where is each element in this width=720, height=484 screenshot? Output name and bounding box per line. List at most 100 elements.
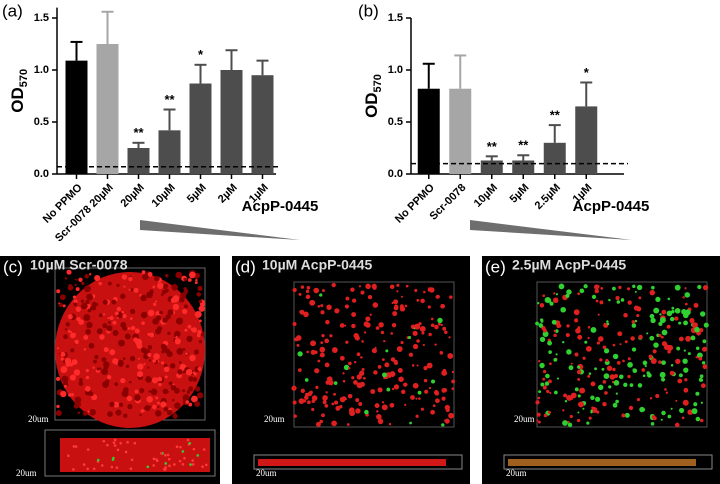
- cell: [86, 321, 93, 329]
- cell: [187, 324, 192, 329]
- cell: [194, 400, 201, 407]
- cell: [182, 348, 186, 351]
- cell: [603, 373, 610, 380]
- cell: [365, 316, 371, 322]
- cell: [161, 350, 165, 354]
- cell: [649, 289, 656, 296]
- cell: [647, 373, 652, 378]
- cell: [650, 422, 655, 426]
- cell: [372, 302, 379, 308]
- y-axis-label: OD570: [362, 74, 383, 118]
- cell: [627, 374, 631, 379]
- cell: [56, 404, 60, 409]
- cell: [539, 336, 546, 343]
- x-tick-label: 2µM: [216, 182, 240, 206]
- cell: [412, 343, 419, 350]
- cell: [632, 284, 636, 288]
- cell: [74, 396, 82, 404]
- cell: [164, 375, 168, 379]
- cell: [345, 296, 350, 301]
- cell: [192, 447, 196, 451]
- cell: [390, 332, 394, 335]
- cell: [666, 324, 671, 329]
- cell: [590, 326, 597, 333]
- cell: [370, 389, 376, 394]
- cell: [353, 360, 357, 364]
- cell: [415, 414, 419, 418]
- cell: [175, 445, 179, 449]
- cell: [111, 458, 115, 461]
- cell: [609, 374, 616, 380]
- cell: [369, 313, 372, 316]
- cell: [671, 309, 675, 314]
- cell: [155, 396, 159, 400]
- cell: [451, 370, 454, 374]
- cell: [590, 381, 596, 387]
- cell: [106, 374, 112, 380]
- cell: [405, 284, 409, 288]
- cell: [697, 284, 702, 290]
- cell: [86, 467, 90, 471]
- cell: [79, 378, 83, 382]
- cell: [587, 336, 590, 340]
- cell: [167, 309, 174, 316]
- cell: [423, 290, 426, 294]
- cell: [631, 320, 636, 324]
- cell: [157, 401, 160, 405]
- cell: [147, 272, 153, 277]
- cell: [414, 288, 418, 293]
- cell: [163, 406, 169, 412]
- cell: [596, 341, 601, 345]
- cell: [432, 404, 436, 408]
- cell: [78, 319, 84, 325]
- cell: [72, 295, 77, 299]
- cell: [113, 438, 117, 442]
- cell: [422, 343, 425, 347]
- cell: [172, 303, 180, 311]
- significance-label: *: [198, 47, 204, 62]
- cell: [115, 409, 122, 416]
- cell: [194, 349, 199, 355]
- cell: [189, 463, 192, 466]
- cell: [442, 326, 447, 331]
- cell: [170, 363, 176, 369]
- cell: [92, 366, 95, 369]
- cell: [188, 402, 193, 407]
- cell: [60, 366, 68, 373]
- cell: [159, 310, 163, 315]
- cell: [649, 313, 655, 319]
- cell: [683, 349, 686, 352]
- cell: [118, 402, 124, 407]
- cell: [339, 323, 345, 328]
- cell: [110, 465, 114, 469]
- cell: [146, 465, 150, 469]
- cell: [612, 402, 618, 408]
- cell: [606, 320, 609, 323]
- cell: [547, 340, 552, 346]
- cell: [664, 388, 667, 391]
- cell: [191, 463, 195, 466]
- cell: [305, 289, 310, 294]
- cell: [598, 384, 604, 391]
- cell: [678, 336, 684, 342]
- cell: [103, 364, 109, 370]
- cell: [419, 325, 426, 332]
- cell: [358, 285, 362, 288]
- cell: [653, 307, 660, 314]
- cell: [397, 368, 403, 374]
- cell: [567, 422, 573, 428]
- cell: [128, 279, 131, 282]
- cell: [70, 392, 75, 397]
- cell: [588, 372, 592, 375]
- cell: [109, 401, 115, 408]
- cell: [348, 361, 352, 366]
- cell: [420, 298, 425, 304]
- cell: [451, 379, 456, 384]
- cell: [183, 277, 187, 282]
- cell: [321, 413, 325, 418]
- cell: [172, 413, 178, 419]
- cell: [181, 308, 188, 315]
- cell: [629, 383, 634, 387]
- cell: [542, 385, 547, 390]
- cell: [434, 324, 439, 330]
